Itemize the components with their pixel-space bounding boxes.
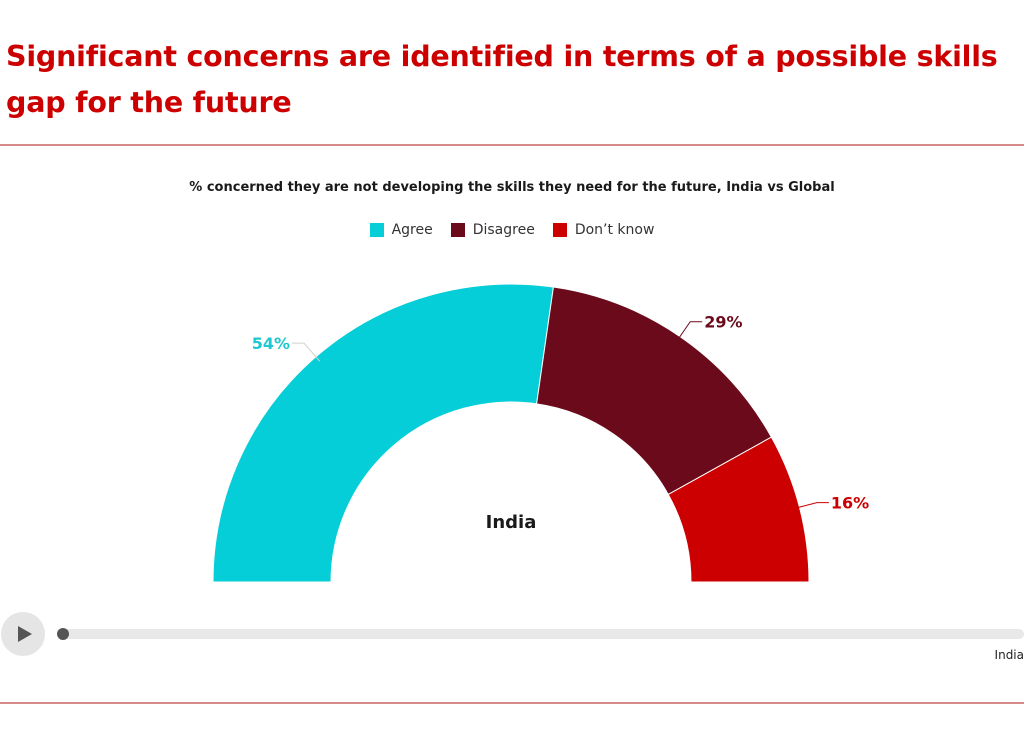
legend-label-disagree: Disagree <box>472 222 535 238</box>
legend-item-agree: Agree <box>369 222 433 238</box>
legend-swatch-dont-know <box>552 223 567 237</box>
top-divider <box>0 144 1024 146</box>
chart-subtitle: % concerned they are not developing the … <box>189 180 835 195</box>
legend-swatch-agree <box>369 223 384 237</box>
legend-item-disagree: Disagree <box>450 222 535 238</box>
timeline-player: India <box>0 611 1024 662</box>
data-label-disagree: 29% <box>704 313 742 332</box>
slice-dont-know <box>667 436 810 583</box>
legend-label-agree: Agree <box>391 222 433 238</box>
legend-item-dont-know: Don’t know <box>552 222 655 238</box>
legend-label-dont-know: Don’t know <box>574 222 655 238</box>
bottom-divider <box>0 702 1024 704</box>
data-label-agree: 54% <box>252 334 290 353</box>
chart-legend: Agree Disagree Don’t know <box>0 222 1024 238</box>
legend-swatch-disagree <box>450 223 465 237</box>
leader-line-disagree <box>676 321 703 342</box>
leader-line-agree <box>292 342 321 362</box>
slice-disagree <box>536 286 773 496</box>
play-button[interactable] <box>1 612 45 656</box>
data-label-dont-know: 16% <box>831 494 869 513</box>
play-icon <box>18 626 32 642</box>
center-label: India <box>486 512 537 533</box>
timeline-step-label: India <box>994 648 1024 662</box>
page-title: Significant concerns are identified in t… <box>6 40 998 119</box>
semi-donut-chart: 54% 29% 16% India <box>212 283 869 583</box>
slice-agree <box>212 283 554 583</box>
leader-line-dont-know <box>793 502 829 510</box>
timeline-track[interactable] <box>60 629 1024 639</box>
timeline-thumb[interactable] <box>57 628 69 640</box>
